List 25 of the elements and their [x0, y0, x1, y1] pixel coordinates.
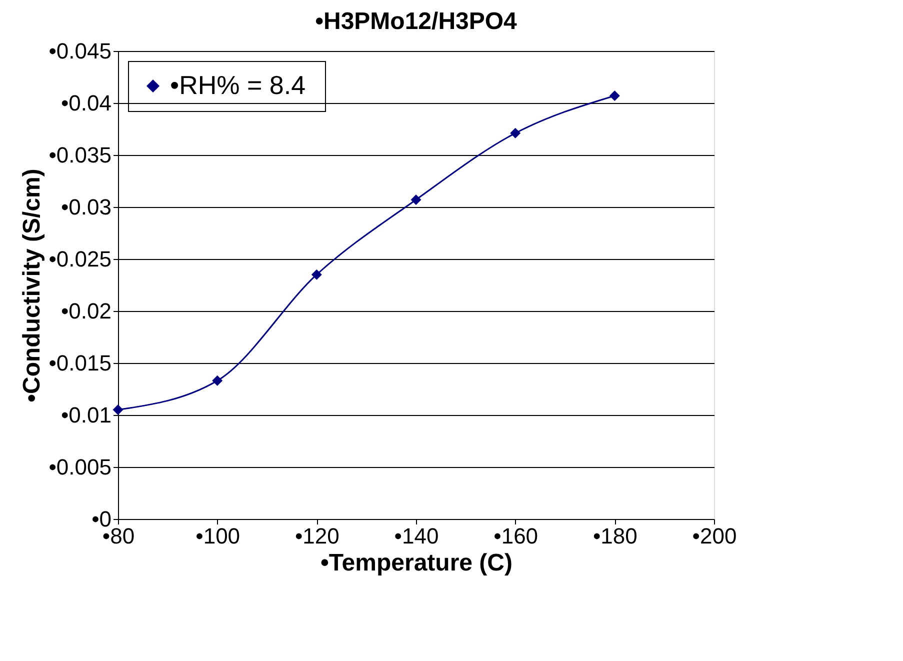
point — [212, 375, 223, 386]
x-tick-label: •200 — [692, 524, 737, 548]
x-tick-label: •140 — [394, 524, 439, 548]
y-tick-label: •0.025 — [48, 246, 112, 272]
x-tick-label: •180 — [592, 524, 638, 548]
y-axis-title: •Conductivity (S/cm) — [18, 168, 46, 402]
point — [112, 404, 124, 416]
point — [410, 194, 422, 205]
point — [510, 128, 521, 138]
y-tick-label: •0.03 — [60, 194, 112, 220]
x-tick-label: •120 — [294, 524, 340, 548]
point — [609, 90, 620, 101]
y-tick-label: •0.005 — [48, 454, 112, 480]
y-tick-label: •0.02 — [60, 298, 112, 324]
y-tick-label: •0.04 — [60, 90, 112, 116]
chart-title: •H3PMo12/H3PO4 — [315, 8, 518, 35]
x-tick-label: •160 — [494, 524, 538, 548]
legend-label: •RH% = 8.4 — [170, 70, 306, 100]
y-tick-label: •0.015 — [48, 350, 112, 376]
y-tick-label: •0.035 — [48, 142, 112, 168]
x-tick-label: •100 — [196, 524, 240, 548]
y-tick-label: •0.045 — [48, 38, 112, 64]
y-tick-label: •0.01 — [60, 402, 112, 428]
point — [311, 269, 322, 280]
x-axis-title: •Temperature (C) — [320, 550, 512, 576]
